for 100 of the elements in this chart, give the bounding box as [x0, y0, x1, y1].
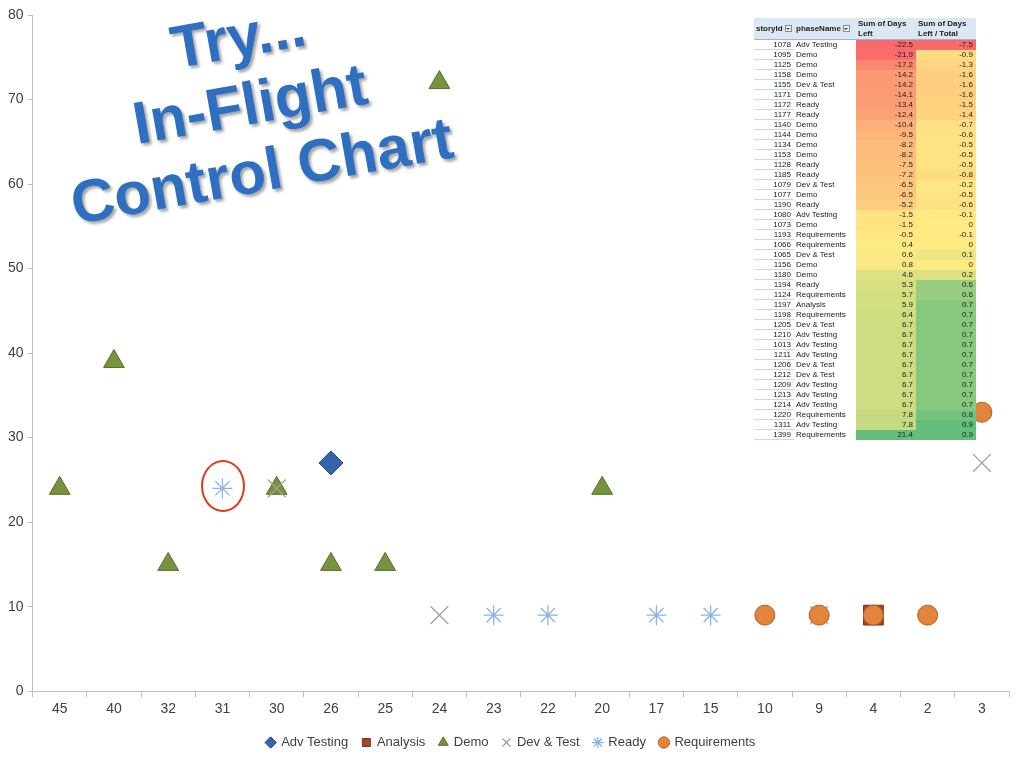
data-label: -9.5 — [856, 130, 916, 140]
y-tick-label: 1013 — [754, 340, 794, 350]
x-tick-label: Sum of Days Left / Total — [916, 18, 976, 40]
data-label: 0.7 — [916, 320, 976, 330]
data-label: 0.7 — [916, 350, 976, 360]
data-label: 0.6 — [916, 290, 976, 300]
y-tick-label: 1124 — [754, 290, 794, 300]
data-label: -14.1 — [856, 90, 916, 100]
y2-tick-label: Dev & Test — [795, 180, 836, 190]
legend-label: Demo — [453, 734, 489, 750]
x-tick-label: 32 — [160, 700, 177, 717]
data-label: -0.5 — [916, 190, 976, 200]
y-tick-label: 1065 — [754, 250, 794, 260]
y2-tick-label: Requirements — [795, 410, 847, 420]
data-label: 0.1 — [916, 250, 976, 260]
y2-tick-label: Demo — [795, 60, 819, 70]
data-label: -14.2 — [856, 70, 916, 80]
y2-tick-label: Ready — [795, 110, 821, 120]
y-tick-label: 1180 — [754, 270, 794, 280]
data-label: 0.7 — [916, 390, 976, 400]
y2-tick-label: Ready — [795, 280, 821, 290]
data-label: 0.7 — [916, 340, 976, 350]
data-label: -1.5 — [856, 210, 916, 220]
x-tick-label: 23 — [485, 700, 502, 717]
y2-tick-label: Adv Testing — [795, 420, 839, 430]
y-tick-label: 1078 — [754, 40, 794, 50]
y-tick-label: 1206 — [754, 360, 794, 370]
data-label: -1.5 — [916, 100, 976, 110]
y2-tick-label: Demo — [795, 190, 819, 200]
y-tick-label: 1153 — [754, 150, 794, 160]
y-tick-label: 0 — [15, 682, 24, 699]
data-label: -0.5 — [916, 140, 976, 150]
data-label: 5.9 — [856, 300, 916, 310]
y-tick-label: 1213 — [754, 390, 794, 400]
x-tick-label: 3 — [977, 700, 986, 717]
legend-label: Requirements — [674, 734, 756, 750]
y2-tick-label: Analysis — [795, 300, 827, 310]
data-label: -0.6 — [916, 130, 976, 140]
y2-tick-label: Demo — [795, 130, 819, 140]
y-tick-label: 1066 — [754, 240, 794, 250]
y-tick-label: 1077 — [754, 190, 794, 200]
data-label: -0.7 — [916, 120, 976, 130]
legend-label: Dev & Test — [516, 734, 580, 750]
y2-tick-label: Adv Testing — [795, 330, 839, 340]
data-label: -0.9 — [916, 50, 976, 60]
data-label: 0.7 — [916, 300, 976, 310]
x-tick-label: 25 — [377, 700, 394, 717]
y-tick-label: 1211 — [754, 350, 794, 360]
y-tick-label: 1212 — [754, 370, 794, 380]
y-tick-label: 20 — [7, 513, 24, 530]
y2-tick-label: Dev & Test — [795, 80, 836, 90]
y-tick-label: 1209 — [754, 380, 794, 390]
y-tick-label: 1399 — [754, 430, 794, 440]
data-label: -0.8 — [916, 170, 976, 180]
y-tick-label: 1214 — [754, 400, 794, 410]
y-tick-label: 1080 — [754, 210, 794, 220]
data-label: -1.5 — [856, 220, 916, 230]
y-tick-label: 1177 — [754, 110, 794, 120]
y-tick-label: 1185 — [754, 170, 794, 180]
data-label: 0.7 — [916, 380, 976, 390]
y-tick-label: 1095 — [754, 50, 794, 60]
data-label: -0.6 — [916, 200, 976, 210]
y-tick-label: 80 — [7, 5, 24, 22]
y-tick-label: 1128 — [754, 160, 794, 170]
data-label: -0.5 — [916, 160, 976, 170]
y-tick-label: 1155 — [754, 80, 794, 90]
data-label: 6.7 — [856, 360, 916, 370]
data-label: -6.5 — [856, 190, 916, 200]
y-tick-label: 1193 — [754, 230, 794, 240]
x-tick-label: 22 — [540, 700, 556, 717]
data-label: -7.5 — [856, 160, 916, 170]
y2-tick-label: Adv Testing — [795, 380, 839, 390]
data-label: 0.7 — [916, 400, 976, 410]
y-tick-label: 1198 — [754, 310, 794, 320]
legend-label: Analysis — [376, 734, 426, 750]
y2-tick-label: Demo — [795, 70, 819, 80]
data-label: -0.5 — [916, 150, 976, 160]
data-label: 0 — [916, 260, 976, 270]
data-label: -13.4 — [856, 100, 916, 110]
x-tick-label: 24 — [431, 700, 448, 717]
x-tick-label: 2 — [923, 700, 932, 717]
y2-tick-label: Demo — [795, 120, 819, 130]
data-label: 7.8 — [856, 410, 916, 420]
y2-tick-label: Ready — [795, 170, 821, 180]
y-tick-label: 50 — [7, 259, 24, 276]
data-label: -0.2 — [916, 180, 976, 190]
y2-tick-label: Ready — [795, 100, 821, 110]
data-label: 0.8 — [916, 410, 976, 420]
data-label: -17.2 — [856, 60, 916, 70]
y-tick-label: 70 — [7, 90, 24, 107]
x-tick-label: 9 — [815, 700, 824, 717]
y2-tick-label: Demo — [795, 140, 819, 150]
data-label: -1.4 — [916, 110, 976, 120]
data-label: -0.1 — [916, 210, 976, 220]
y2-tick-label: Demo — [795, 90, 819, 100]
y2-tick-label: Requirements — [795, 430, 847, 440]
data-label: 0.9 — [916, 420, 976, 430]
y2-tick-label: Requirements — [795, 240, 847, 250]
data-label: 0.7 — [916, 330, 976, 340]
y-tick-label: 1140 — [754, 120, 794, 130]
